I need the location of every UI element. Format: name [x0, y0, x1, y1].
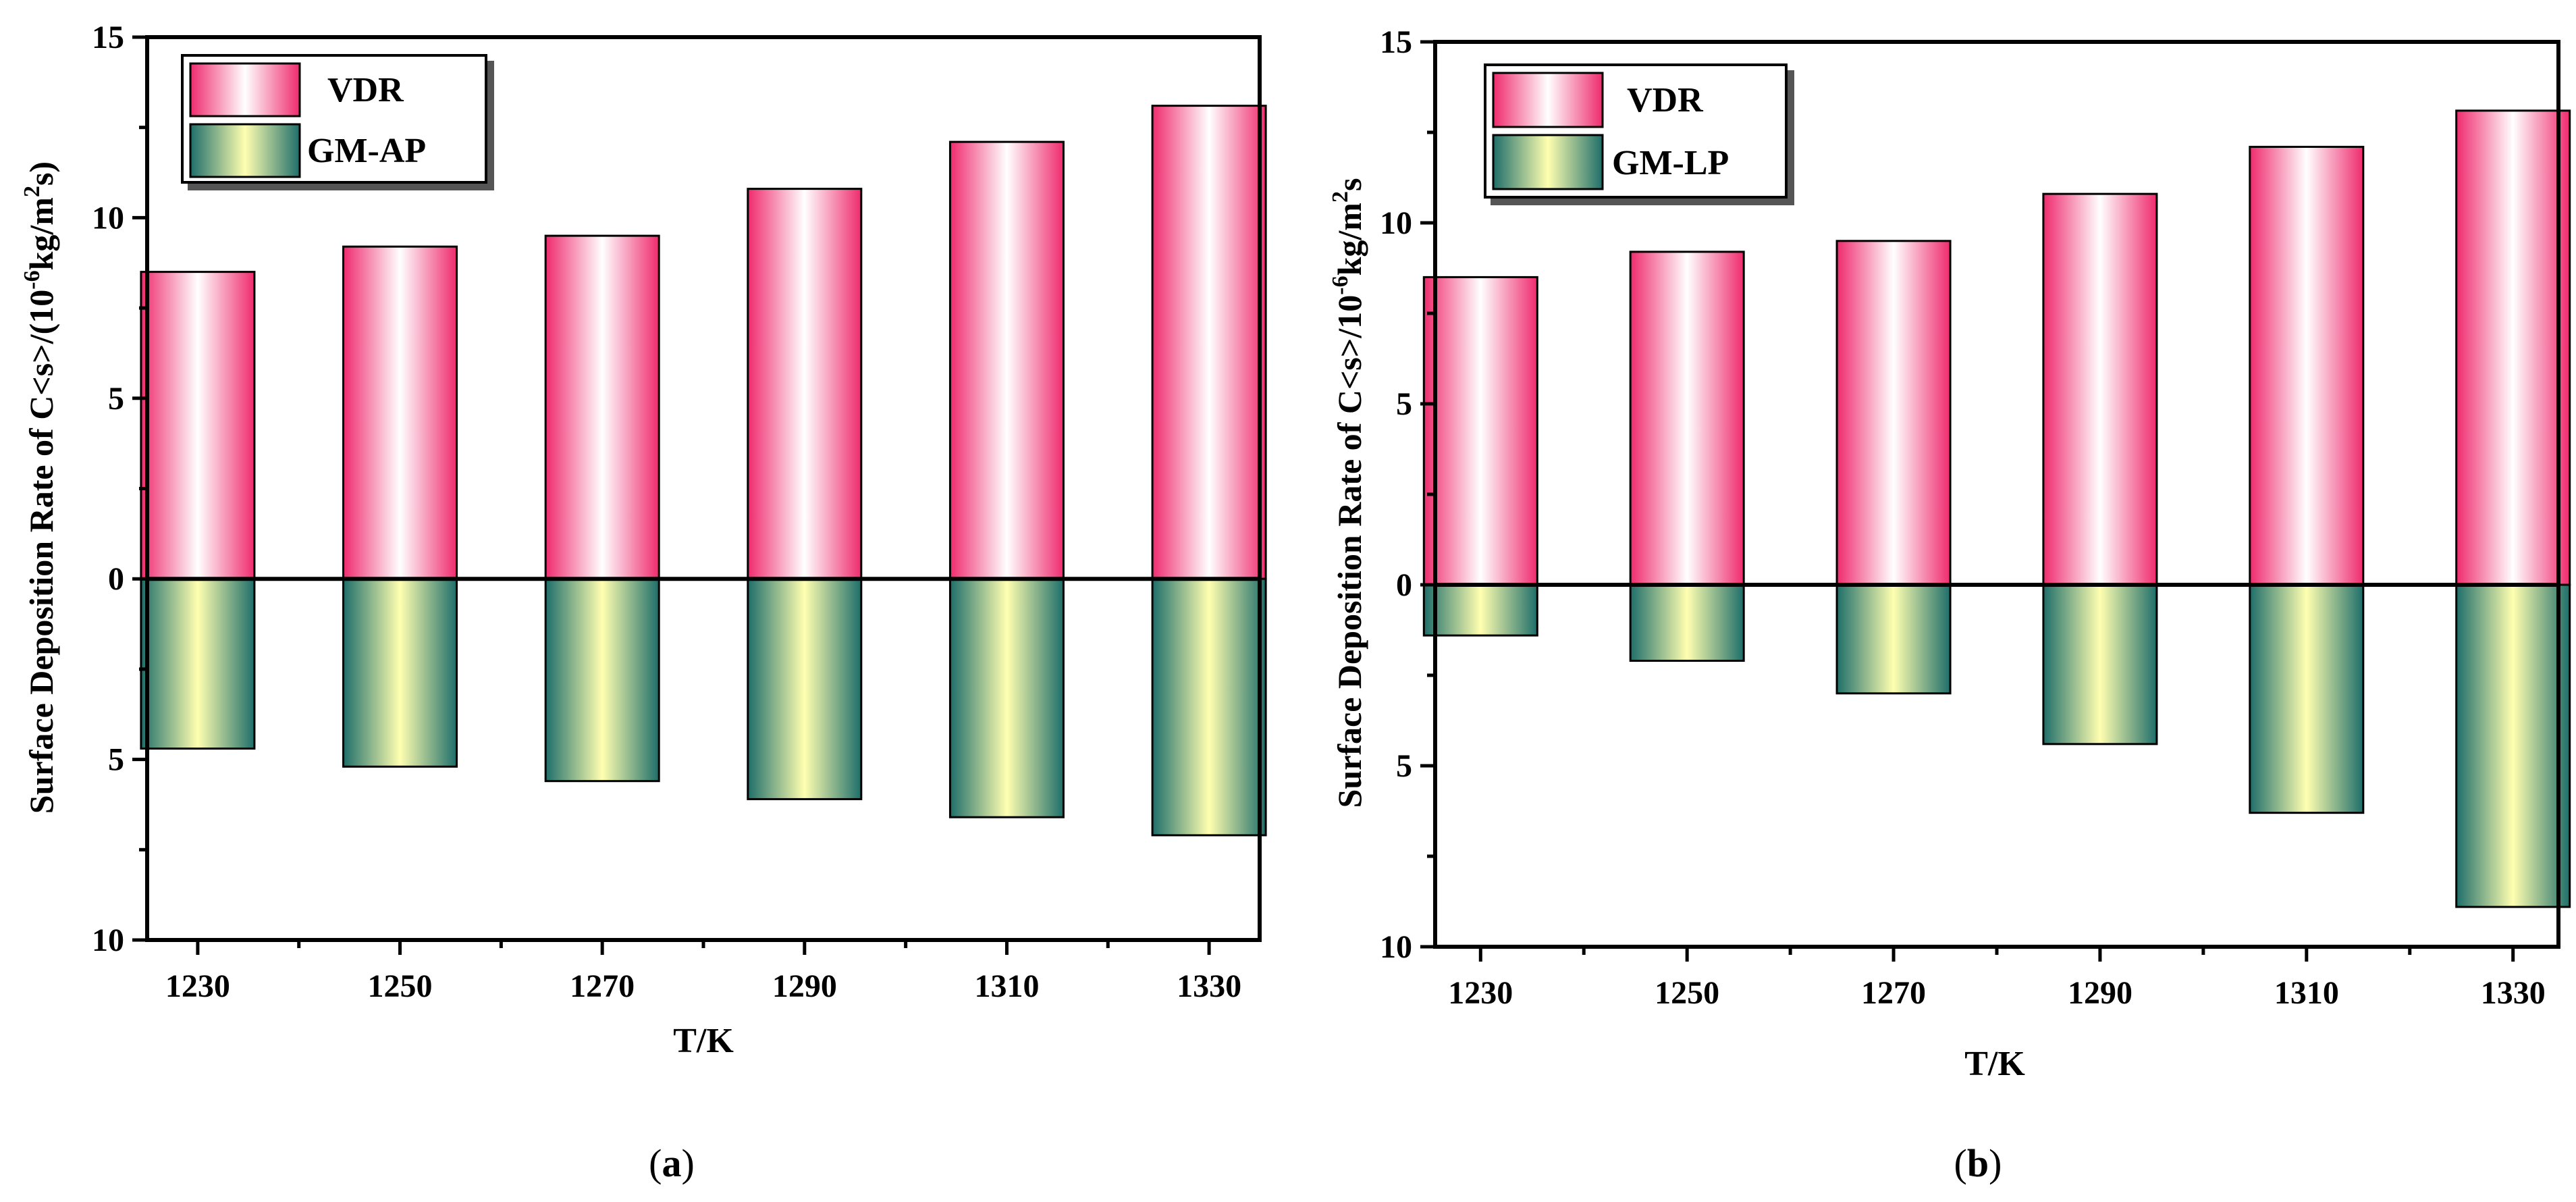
x-tick-label-1330: 1330 [2481, 975, 2546, 1011]
bar-vdr-1230 [1422, 276, 1538, 586]
bar-gm-1290 [2042, 583, 2158, 746]
legend-label-gm-b: GM-LP [1612, 144, 1729, 182]
chart-panel-b: 10 5 0 5 10 15 1230 1250 1270 1290 1310 1330 T/K S… [1328, 24, 2571, 1185]
x-tick-label-1290: 1290 [2068, 975, 2132, 1011]
bar-vdr-1270 [1835, 240, 1952, 586]
bar-vdr-1230 [140, 271, 256, 580]
x-tick-label-1270: 1270 [1861, 975, 1926, 1011]
bar-gm-1290 [747, 577, 863, 800]
bar-vdr-1310 [948, 140, 1065, 580]
y-tick-label: 10 [1380, 929, 1412, 965]
bar-gm-1250 [342, 577, 458, 768]
y-tick-label: 5 [1396, 748, 1412, 784]
y-tick-label: 10 [92, 200, 124, 236]
y-tick-label: 0 [108, 561, 124, 597]
legend-swatch-vdr-b [1492, 72, 1604, 128]
bars-a [140, 105, 1267, 837]
x-axis-title-b: T/K [1964, 1045, 2025, 1083]
legend-label-vdr-b: VDR [1627, 81, 1704, 120]
y-ticks-b: 10 5 0 5 10 15 [1380, 24, 1435, 965]
bar-gm-1270 [544, 577, 660, 783]
bar-vdr-1250 [1629, 251, 1745, 586]
legend-a: VDR GM-AP [181, 54, 487, 184]
x-tick-label-1230: 1230 [1448, 975, 1513, 1011]
legend-swatch-gm-b [1492, 134, 1604, 190]
y-tick-label: 5 [108, 381, 124, 417]
bar-vdr-1250 [342, 245, 458, 580]
x-tick-label-1310: 1310 [974, 968, 1039, 1004]
y-ticks-a: 10 5 0 5 10 15 [92, 20, 147, 958]
bar-vdr-1270 [544, 234, 660, 580]
y-tick-label: 15 [1380, 24, 1412, 60]
y-tick-label: 0 [1396, 567, 1412, 603]
legend-swatch-gm-a [189, 123, 301, 178]
x-tick-label-1250: 1250 [368, 968, 433, 1004]
legend-b: VDR GM-LP [1484, 63, 1788, 199]
bar-vdr-1330 [1151, 105, 1267, 580]
y-tick-label: 10 [92, 922, 124, 958]
legend-swatch-vdr-a [189, 62, 301, 117]
y-tick-label: 10 [1380, 205, 1412, 241]
bar-gm-1250 [1629, 583, 1745, 662]
bar-gm-1270 [1835, 583, 1952, 695]
bar-gm-1310 [948, 577, 1065, 818]
y-axis-title-a: Surface Deposition Rate of C<s>/(10-6kg/… [20, 161, 60, 814]
bar-gm-1310 [2249, 583, 2365, 814]
bar-vdr-1290 [747, 188, 863, 580]
chart-panel-a: 10 5 0 5 10 15 1230 1250 1270 1290 1310 1330 T/K S… [20, 20, 1267, 1185]
bar-vdr-1330 [2455, 109, 2571, 586]
x-tick-label-1290: 1290 [772, 968, 837, 1004]
legend-label-vdr-a: VDR [327, 71, 404, 109]
bar-gm-1230 [1422, 583, 1538, 637]
x-axis-title-a: T/K [673, 1022, 734, 1060]
x-tick-label-1270: 1270 [570, 968, 635, 1004]
caption-b: (b) [1954, 1141, 2002, 1185]
bar-vdr-1290 [2042, 192, 2158, 586]
caption-a: (a) [649, 1141, 695, 1185]
x-tick-label-1310: 1310 [2274, 975, 2339, 1011]
x-ticks-a: 1230 1250 1270 1290 1310 1330 [165, 940, 1241, 1004]
y-tick-label: 15 [92, 20, 124, 55]
y-tick-label: 5 [108, 742, 124, 778]
y-axis-title-b: Surface Deposition Rate of C<s>/10-6kg/m… [1328, 178, 1368, 808]
y-tick-label: 5 [1396, 386, 1412, 422]
bar-vdr-1310 [2249, 145, 2365, 586]
bar-gm-1330 [2455, 583, 2571, 908]
legend-label-gm-a: GM-AP [307, 132, 426, 170]
x-ticks-b: 1230 1250 1270 1290 1310 1330 [1448, 947, 2546, 1011]
x-tick-label-1330: 1330 [1177, 968, 1241, 1004]
bar-gm-1230 [140, 577, 256, 750]
bar-gm-1330 [1151, 577, 1267, 837]
x-tick-label-1250: 1250 [1655, 975, 1719, 1011]
x-tick-label-1230: 1230 [165, 968, 230, 1004]
bars-b [1422, 109, 2571, 908]
